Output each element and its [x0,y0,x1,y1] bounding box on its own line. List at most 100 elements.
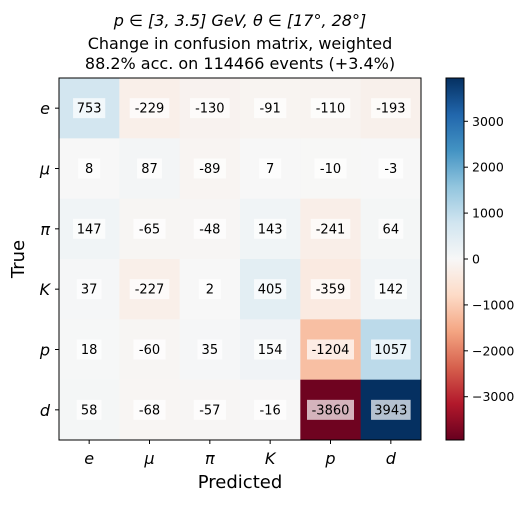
cell-label-background [374,279,407,300]
colorbar-tick-label: −3000 [472,389,514,404]
cell-value-label: 142 [378,283,403,298]
x-tick-label: μ [143,449,154,468]
cell-label-background [137,158,162,179]
x-tick-label: d [386,449,397,468]
cell-value-label: 147 [77,222,102,237]
cell-label-background [371,339,411,360]
cell-value-label: 8 [85,162,93,177]
cell-labels: 753 -229 -130 -91 -110 -193 8 87 -89 7 -10 -3 147 -65… [73,98,411,420]
colorbar-tick-label: 0 [472,252,480,267]
cell-label-background [310,98,351,119]
cell-label-background [378,158,404,179]
cell-label-background [254,218,287,239]
cell-value-label: -1204 [312,343,350,358]
cell-label-background [78,158,101,179]
x-tick-label: p [324,449,335,468]
cell-value-label: 7 [266,162,274,177]
title-line-3: 88.2% acc. on 114466 events (+3.4%) [85,54,395,73]
cell-label-background [254,399,287,420]
y-tick-label: p [39,341,50,360]
cell-label-background [76,339,102,360]
y-axis-label: True [8,240,29,279]
cell-label-background [371,98,411,119]
cell-value-label: 37 [81,283,98,298]
cell-value-label: 1057 [374,343,407,358]
cell-label-background [193,218,226,239]
cell-value-label: -359 [316,283,346,298]
cell-label-background [190,98,230,119]
cell-value-label: 405 [258,283,283,298]
x-tick-label: e [84,449,94,468]
chart-title: p ∈ [3, 3.5] GeV, θ ∈ [17°, 28°] Change … [85,11,395,73]
cell-label-background [307,399,354,420]
cell-label-background [259,158,282,179]
cell-value-label: 2 [206,283,214,298]
cell-label-background [76,279,102,300]
cell-label-background [133,399,166,420]
cell-value-label: -130 [195,102,225,117]
cell-label-background [307,339,354,360]
cell-value-label: 143 [258,222,283,237]
cell-value-label: -89 [199,162,220,177]
cell-label-background [254,98,287,119]
cell-value-label: 35 [202,343,219,358]
y-tick-label: μ [39,160,50,179]
cell-label-background [254,339,287,360]
cell-value-label: 753 [77,102,102,117]
cell-value-label: -3860 [312,403,350,418]
cell-label-background [310,279,351,300]
cell-label-background [198,279,221,300]
y-axis-ticks: e μ π Kp d [39,99,59,420]
cell-value-label: -3 [384,162,397,177]
cell-value-label: -91 [260,102,281,117]
cell-value-label: 58 [81,403,98,418]
plot-frame [58,77,422,441]
heatmap-cells [59,78,422,441]
y-tick-label: K [40,280,52,299]
colorbar-ticks: 3000 2000 1000 0 −1000 −2000 −3000 [464,114,514,404]
cell-label-background [133,339,166,360]
cell-label-background [371,399,411,420]
cell-value-label: 3943 [374,403,407,418]
y-tick-label: d [40,401,51,420]
cell-label-background [197,339,223,360]
colorbar-tick-label: −2000 [472,343,514,358]
cell-value-label: 87 [141,162,158,177]
cell-value-label: 154 [258,343,283,358]
cell-label-background [73,98,106,119]
colorbar-tick-label: −1000 [472,297,514,312]
cell-label-background [193,399,226,420]
cell-value-label: -229 [135,102,165,117]
colorbar-tick-label: 2000 [472,160,504,175]
cell-value-label: -193 [376,102,406,117]
cell-value-label: -65 [139,222,160,237]
colorbar-tick-label: 3000 [472,114,504,129]
cell-label-background [133,218,166,239]
cell-label-background [254,279,287,300]
cell-label-background [378,218,404,239]
cell-label-background [193,158,226,179]
cell-label-background [129,279,170,300]
colorbar [445,77,465,441]
cell-value-label: 18 [81,343,98,358]
cell-value-label: -110 [316,102,346,117]
cell-label-background [310,218,351,239]
cell-value-label: 64 [383,222,400,237]
colorbar-tick-label: 1000 [472,206,504,221]
title-line-2: Change in confusion matrix, weighted [88,34,393,53]
cell-value-label: -48 [199,222,220,237]
cell-value-label: -241 [316,222,346,237]
cell-value-label: -60 [139,343,160,358]
x-tick-label: π [205,449,215,468]
cell-label-background [129,98,170,119]
y-tick-label: e [40,99,50,118]
x-tick-label: K [265,449,277,468]
cell-label-background [73,218,106,239]
cell-value-label: -227 [135,283,165,298]
cell-label-background [314,158,347,179]
cell-value-label: -10 [320,162,341,177]
cell-value-label: -68 [139,403,160,418]
cell-value-label: -57 [199,403,220,418]
